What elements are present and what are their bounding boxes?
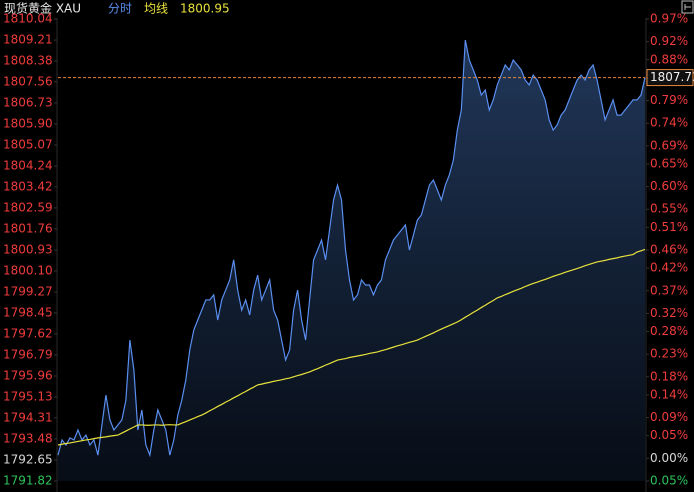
y2-tick-label: 0.97% [650, 12, 688, 26]
y2-tick-label: 0.55% [650, 202, 688, 216]
y2-tick-label: 0.28% [650, 324, 688, 338]
y-tick-label: 1791.82 [3, 474, 53, 488]
y2-tick-label: 0.65% [650, 156, 688, 170]
y2-tick-label: 0.32% [650, 306, 688, 320]
y-tick-label: 1809.21 [3, 33, 53, 47]
y-tick-label: 1799.27 [3, 285, 53, 299]
y-tick-label: 1803.42 [3, 179, 53, 193]
y-tick-label: 1804.24 [3, 159, 53, 173]
y-tick-label: 1797.62 [3, 326, 53, 340]
y2-tick-label: 0.42% [650, 261, 688, 275]
y2-tick-label: 0.23% [650, 347, 688, 361]
y-tick-label: 1796.79 [3, 347, 53, 361]
y-tick-label: 1802.59 [3, 200, 53, 214]
y2-tick-label: 0.69% [650, 138, 688, 152]
y-tick-label: 1805.90 [3, 116, 53, 130]
y-tick-label: 1806.73 [3, 95, 53, 109]
last-price-box [646, 69, 694, 87]
y2-tick-label: 0.79% [650, 93, 688, 107]
y-tick-label: 1808.38 [3, 54, 53, 68]
y-tick-label: 1798.45 [3, 305, 53, 319]
y2-tick-label: 0.60% [650, 179, 688, 193]
y2-tick-label: 0.05% [650, 428, 688, 442]
y2-tick-label: 0.74% [650, 116, 688, 130]
average-line [57, 248, 646, 446]
y-tick-label: 1792.65 [3, 452, 53, 466]
y2-tick-label: 0.00% [650, 451, 688, 465]
legend-average-value: 1800.95 [180, 2, 230, 16]
y2-tick-label: 0.92% [650, 34, 688, 48]
y-tick-label: 1795.96 [3, 369, 53, 383]
y-tick-label: 1810.04 [3, 12, 53, 26]
y-tick-label: 1800.93 [3, 243, 53, 257]
chart-title: 现货黄金 XAU [4, 1, 81, 16]
y2-tick-label: 0.18% [650, 369, 688, 383]
y-tick-label: 1801.76 [3, 221, 53, 235]
y-tick-label: 1795.13 [3, 390, 53, 404]
y2-tick-label: 0.51% [650, 220, 688, 234]
y2-tick-label: 0.88% [650, 52, 688, 66]
y-tick-label: 1805.07 [3, 138, 53, 152]
y-tick-label: 1800.10 [3, 264, 53, 278]
y2-tick-label: 0.46% [650, 243, 688, 257]
y2-tick-label: 0.37% [650, 283, 688, 297]
price-line [57, 39, 646, 458]
legend-price: 分时 [108, 2, 132, 16]
price-area [58, 40, 645, 482]
y2-tick-label: 0.05% [650, 474, 688, 488]
y-tick-label: 1794.31 [3, 410, 53, 424]
panel-toggle[interactable] [681, 0, 694, 14]
y2-tick-label: 0.09% [650, 410, 688, 424]
y-tick-label: 1807.56 [3, 74, 53, 88]
y-tick-label: 1793.48 [3, 431, 53, 445]
last-price-label: 1807.73 [650, 70, 694, 84]
legend-average: 均线 [144, 2, 168, 16]
toggle-box[interactable] [681, 0, 694, 14]
y2-tick-label: 0.14% [650, 387, 688, 401]
